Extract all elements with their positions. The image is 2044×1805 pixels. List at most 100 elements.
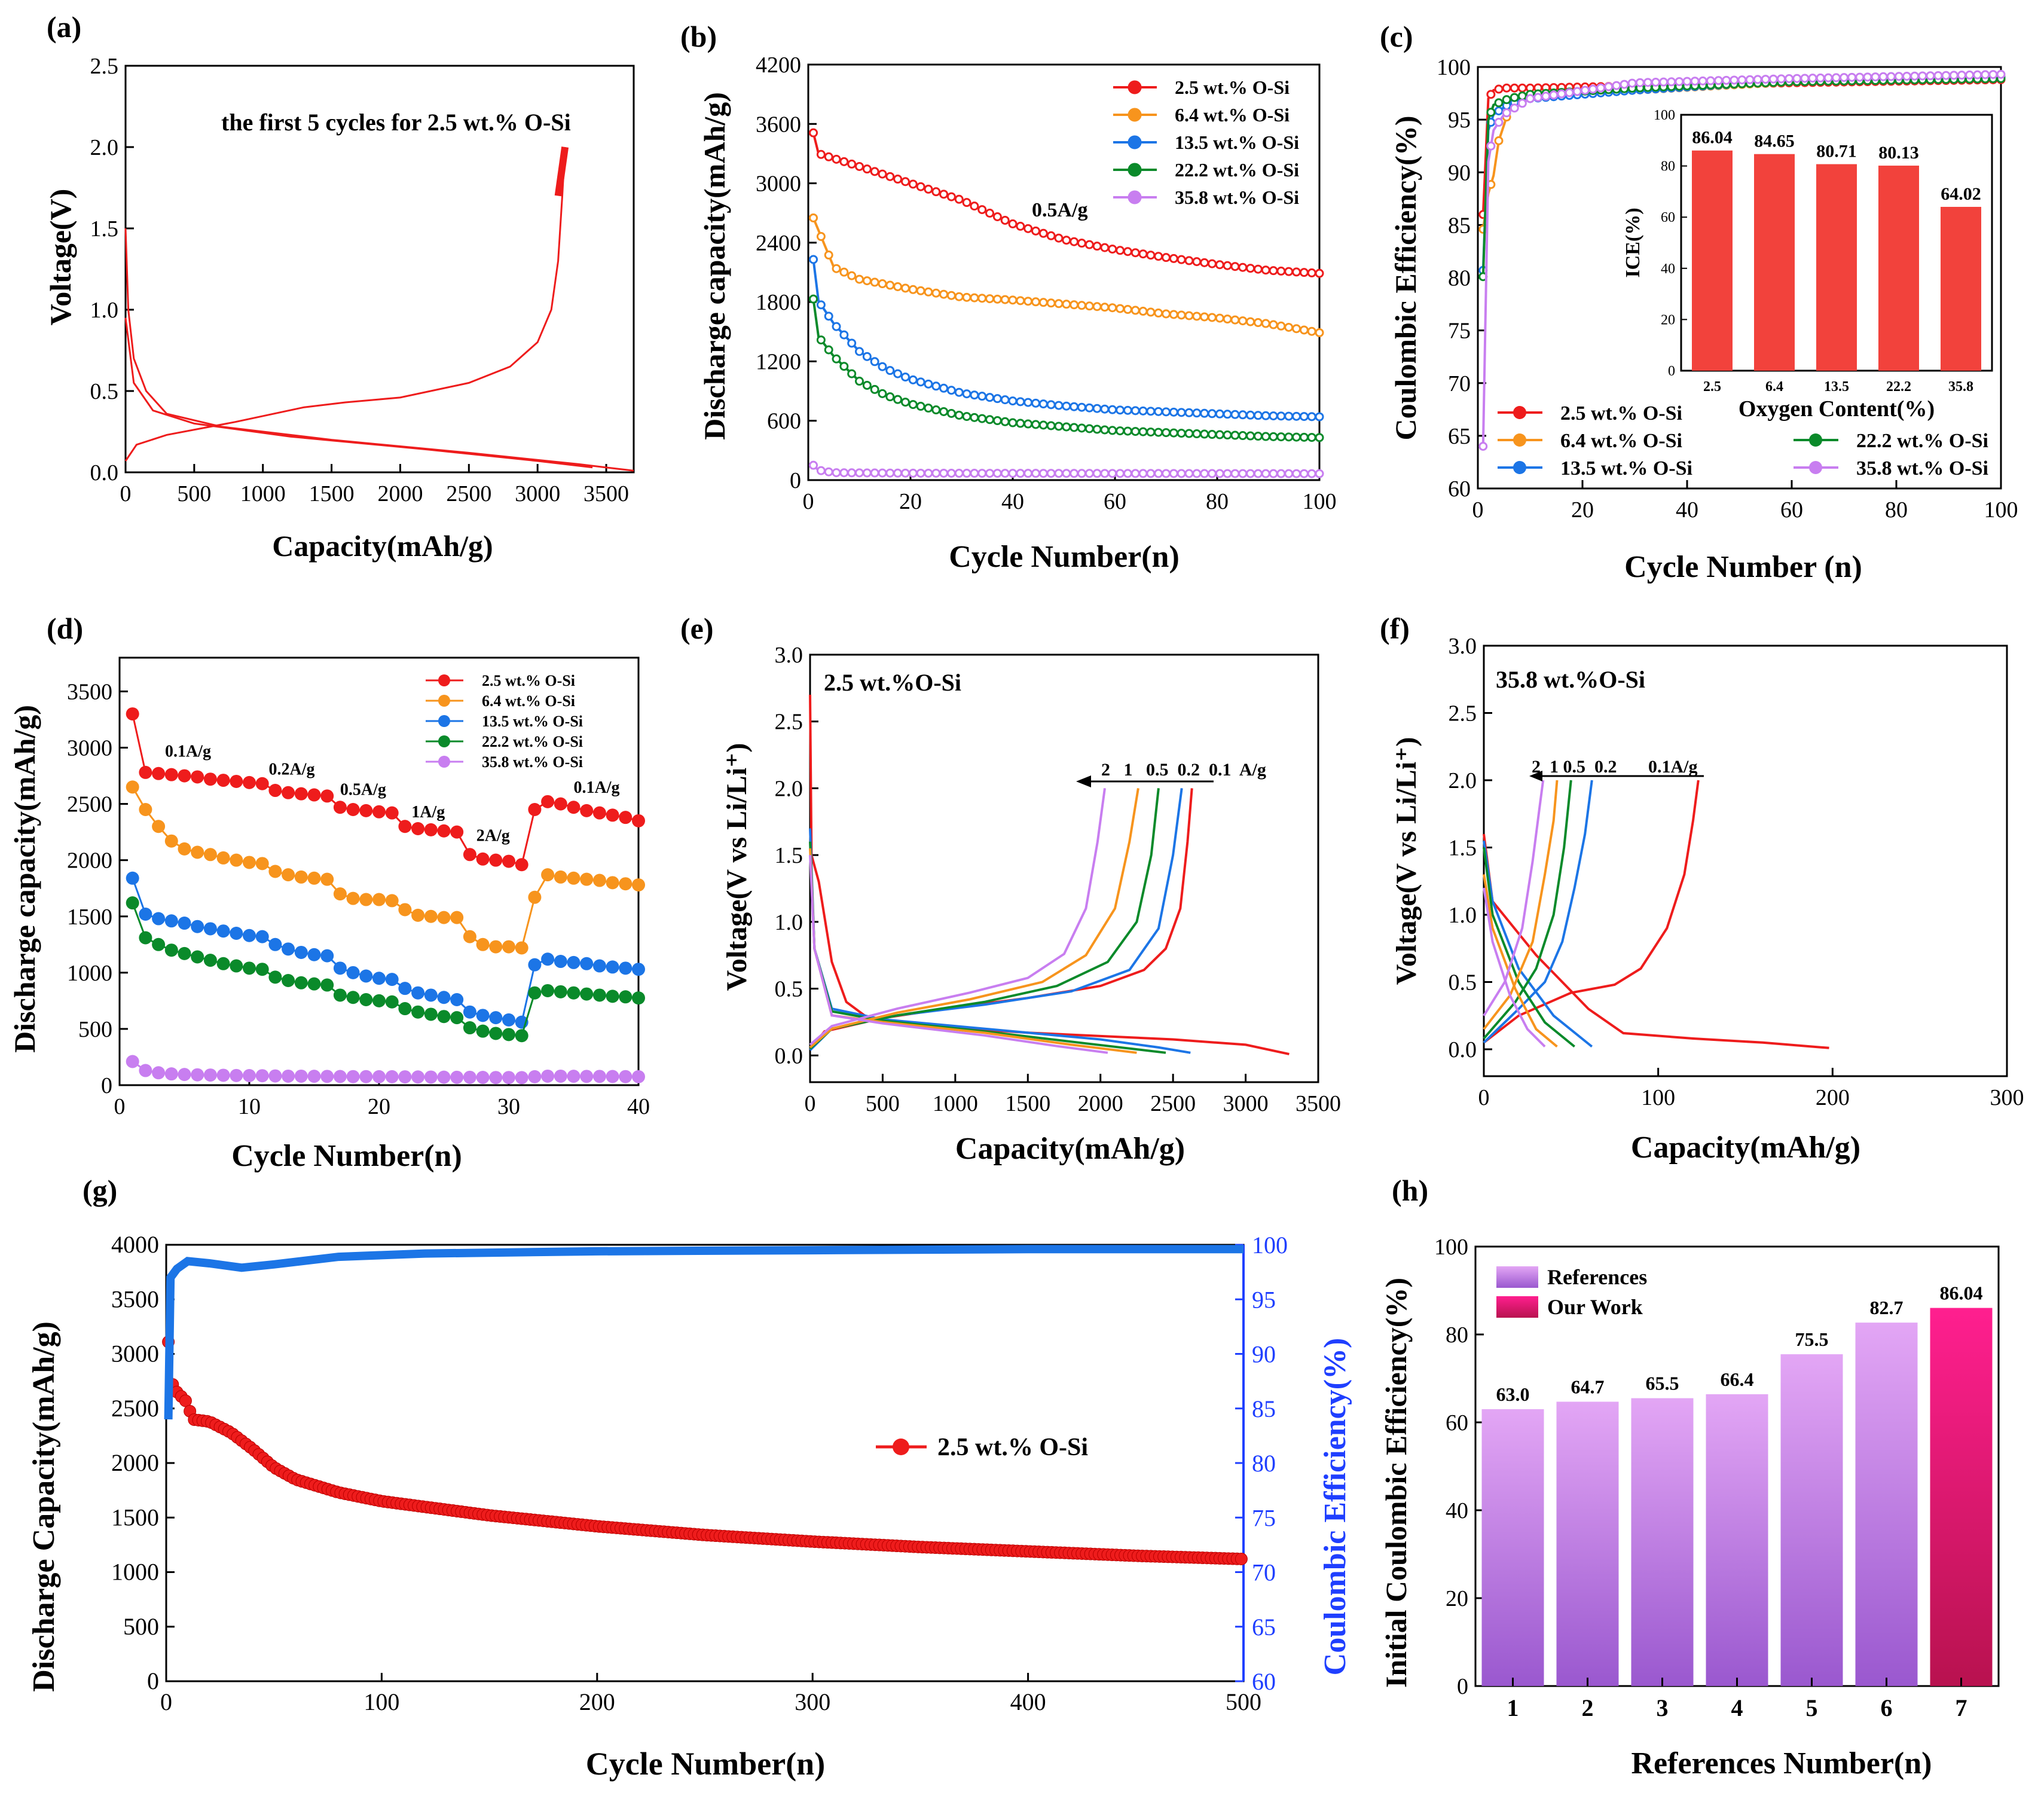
y-tick-label: 2.0	[90, 135, 119, 160]
y-tick-label: 3600	[756, 112, 801, 137]
series-marker	[398, 1070, 412, 1084]
series-marker	[809, 213, 818, 222]
series-marker	[437, 824, 451, 838]
series-marker	[1200, 312, 1209, 322]
y-tick-label: 4000	[111, 1231, 159, 1258]
panel-c-axes: 0 20 40 60 80 100 60 65 70 75 80 85 90 95 100	[1437, 55, 2018, 523]
series-marker	[847, 468, 857, 478]
series-marker	[1016, 469, 1025, 478]
series-marker	[1146, 307, 1156, 317]
series-marker	[908, 468, 918, 478]
legend-label: 22.2 wt.% O-Si	[482, 733, 583, 750]
series-marker	[346, 966, 360, 979]
series-marker	[1223, 261, 1232, 270]
series-marker	[1276, 411, 1286, 421]
legend-label: 6.4 wt.% O-Si	[482, 692, 575, 710]
series-marker	[962, 292, 971, 302]
series-marker	[1675, 77, 1684, 86]
y-right-tick-label: 60	[1252, 1668, 1276, 1695]
series-marker	[437, 1070, 451, 1084]
series-marker	[1292, 432, 1301, 442]
series-marker	[1138, 406, 1148, 416]
series-marker	[832, 354, 841, 364]
series-marker	[1269, 432, 1278, 441]
legend-label: 2.5 wt.% O-Si	[1560, 402, 1682, 424]
series-marker	[1284, 267, 1294, 276]
series-marker	[1596, 83, 1606, 93]
series-marker	[1541, 91, 1551, 101]
series-marker	[1682, 77, 1692, 86]
series-marker	[1146, 251, 1156, 260]
series-marker	[1549, 90, 1559, 100]
series-marker	[178, 842, 191, 856]
series-marker	[862, 468, 872, 478]
series-marker	[606, 876, 619, 890]
series-marker	[307, 788, 321, 802]
series-marker	[1062, 236, 1071, 245]
series-marker	[333, 988, 347, 1002]
series-marker	[1207, 313, 1217, 322]
series-line	[1483, 887, 1546, 1047]
series-marker	[1169, 469, 1178, 478]
inset-bar-value: 84.65	[1754, 132, 1795, 151]
x-tick-label: 40	[1001, 489, 1024, 514]
bar-value-label: 82.7	[1870, 1297, 1904, 1318]
series-marker	[554, 955, 567, 969]
legend-marker	[1128, 163, 1142, 177]
series-line	[809, 855, 1108, 1054]
series-marker	[230, 926, 243, 940]
series-marker	[1070, 300, 1079, 310]
series-marker	[1000, 469, 1010, 478]
series-marker	[1714, 76, 1723, 85]
series-marker	[230, 959, 243, 973]
series-marker	[1008, 295, 1018, 305]
series-marker	[1926, 71, 1935, 81]
series-marker	[900, 372, 910, 382]
panel-d-legend: 2.5 wt.% O-Si 6.4 wt.% O-Si 13.5 wt.% O-Si…	[426, 672, 583, 771]
series-marker	[862, 164, 872, 174]
series-marker	[1123, 305, 1132, 314]
series-marker	[463, 1005, 476, 1019]
series-line	[809, 788, 1160, 1050]
panel-d-xlabel: Cycle Number(n)	[231, 1139, 462, 1173]
series-marker	[1957, 71, 1966, 80]
series-line	[1483, 780, 1559, 1030]
series-marker	[541, 868, 555, 882]
x-tick-label: 1000	[240, 481, 286, 506]
x-tick-label: 2000	[377, 481, 423, 506]
series-marker	[855, 274, 864, 284]
series-marker	[1238, 410, 1248, 420]
series-marker	[1238, 469, 1248, 478]
series-marker	[1184, 256, 1194, 265]
y-tick-label: 0	[1457, 1674, 1468, 1699]
series-marker	[1894, 72, 1904, 81]
x-tick-label: 1500	[309, 481, 355, 506]
series-marker	[1620, 80, 1629, 89]
series-marker	[1238, 316, 1248, 326]
series-marker	[502, 1028, 515, 1042]
y-tick-label: 1800	[756, 290, 801, 315]
series-marker	[1643, 78, 1652, 87]
panel-e: (e) 0 500 1000 1500 2000 2500 3000 3500 0.0 0.5 1.…	[680, 612, 1341, 1166]
series-marker	[515, 1071, 528, 1085]
series-marker	[855, 347, 864, 356]
series-marker	[307, 948, 321, 961]
series-marker	[1276, 266, 1286, 276]
series-marker	[1177, 429, 1186, 438]
series-marker	[333, 887, 347, 901]
series-marker	[1154, 427, 1163, 437]
series-marker	[580, 804, 594, 817]
series-marker	[1192, 429, 1202, 439]
inset-x-tick-label: 2.5	[1703, 379, 1721, 395]
series-marker	[1207, 409, 1217, 419]
series-marker	[164, 914, 178, 928]
series-marker	[606, 808, 619, 822]
series-marker	[515, 858, 528, 872]
series-line	[809, 788, 1139, 1049]
series-marker	[1008, 418, 1018, 427]
x-tick-label: 40	[1676, 497, 1698, 523]
series-marker	[152, 912, 166, 926]
x-tick-label: 7	[1956, 1694, 1967, 1721]
x-tick-label: 200	[579, 1688, 615, 1715]
series-marker	[1502, 83, 1511, 93]
